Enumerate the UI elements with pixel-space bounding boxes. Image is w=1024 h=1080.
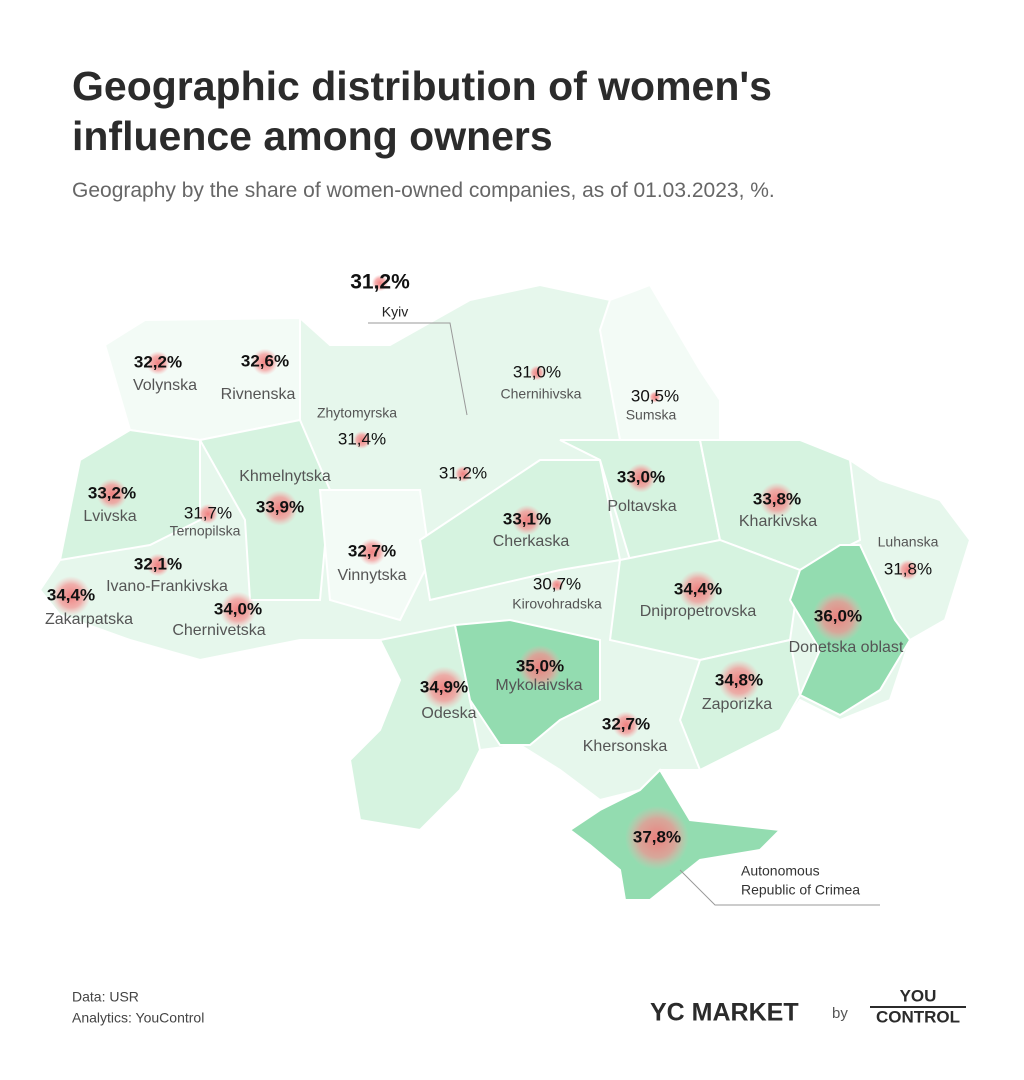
value-label: 32,1% (134, 554, 182, 573)
value-label: 33,0% (617, 467, 665, 486)
region-name: Volynska (133, 377, 197, 394)
value-label: 33,2% (88, 483, 136, 502)
region-name: Zhytomyrska (317, 405, 397, 421)
by-text: by (832, 1005, 848, 1022)
region-name: Republic of Crimea (741, 882, 860, 898)
value-marker (422, 666, 466, 710)
region-name: Rivnenska (221, 386, 296, 403)
source: Data: USR (72, 989, 139, 1005)
value-label: 36,0% (814, 606, 862, 625)
value-marker (649, 391, 661, 403)
value-marker (146, 351, 170, 375)
value-label: 34,0% (214, 599, 262, 618)
region-name: Ternopilska (170, 523, 241, 539)
value-label: 33,1% (503, 509, 551, 528)
region-name: Zaporizka (702, 696, 772, 713)
region-name: Kyiv (382, 304, 408, 320)
leader-line (679, 869, 880, 906)
region-name: Mykolaivska (495, 677, 582, 694)
region-name: Vinnytska (337, 567, 406, 584)
value-label: 37,8% (633, 827, 681, 846)
value-marker (511, 504, 543, 536)
value-marker (251, 348, 279, 376)
region-name: Poltavska (607, 498, 676, 515)
value-label: 32,7% (602, 714, 650, 733)
value-label: 34,8% (715, 670, 763, 689)
value-marker (678, 570, 718, 610)
region-name: Kirovohradska (512, 596, 602, 612)
region-name: Luhanska (878, 534, 939, 550)
value-label: 33,9% (256, 497, 304, 516)
value-label: 32,7% (348, 541, 396, 560)
value-marker (197, 503, 219, 525)
value-label: 31,8% (884, 559, 932, 578)
value-marker (612, 711, 640, 739)
region-name: Kharkivska (739, 513, 817, 530)
region-shape (598, 283, 721, 441)
value-marker (261, 489, 299, 527)
value-label: 34,4% (674, 579, 722, 598)
region-name: Lvivska (83, 508, 136, 525)
region-name: Chernihivska (501, 386, 582, 402)
value-label: 31,2% (439, 463, 487, 482)
region-labels: 31,2% Kyiv 32,2% Volynska 32,6% Rivnenska 31,4… (45, 271, 939, 898)
region-name: Khmelnytska (239, 468, 331, 485)
value-label: 31,0% (513, 362, 561, 381)
value-label: 31,4% (338, 429, 386, 448)
value-label: 34,9% (420, 677, 468, 696)
region-name: Odeska (421, 705, 476, 722)
value-marker (96, 478, 128, 510)
value-marker (352, 430, 372, 450)
value-marker (518, 645, 562, 689)
value-label: 32,6% (241, 351, 289, 370)
value-label: 34,4% (47, 585, 95, 604)
value-label: 30,5% (631, 386, 679, 405)
value-marker (371, 274, 389, 292)
region-name: Autonomous (741, 863, 820, 879)
value-marker (146, 553, 170, 577)
value-marker (717, 659, 761, 703)
value-marker (219, 591, 257, 629)
logo-line: CONTROL (876, 1007, 960, 1026)
region-name: Donetska oblast (789, 639, 904, 656)
value-marker (626, 463, 656, 493)
logo-line: YOU (900, 986, 937, 1005)
region-shape (678, 638, 802, 772)
value-label: 32,2% (134, 352, 182, 371)
region-name: Chernivetska (172, 622, 265, 639)
value-label: 31,2% (350, 271, 410, 294)
subtitle: Geography by the share of women-owned co… (72, 179, 775, 202)
value-marker (897, 559, 919, 581)
region-name: Cherkaska (493, 533, 570, 550)
region-name: Ivano-Frankivska (106, 578, 228, 595)
region-name: Sumska (626, 407, 677, 423)
brand: YC MARKET (650, 999, 799, 1027)
analytics: Analytics: YouControl (72, 1010, 204, 1026)
region-name: Khersonska (583, 738, 668, 755)
region-name: Dnipropetrovska (640, 603, 757, 620)
value-marker (624, 805, 690, 871)
value-marker (759, 482, 795, 518)
title-line: Geographic distribution of women's (72, 63, 772, 109)
value-marker (529, 365, 545, 381)
value-marker (550, 578, 564, 592)
leader-line (368, 322, 468, 416)
value-marker (358, 538, 386, 566)
value-label: 30,7% (533, 574, 581, 593)
title-line: influence among owners (72, 113, 553, 159)
value-label: 31,7% (184, 503, 232, 522)
value-marker (812, 591, 864, 643)
value-label: 35,0% (516, 656, 564, 675)
value-marker (454, 465, 472, 483)
value-label: 33,8% (753, 489, 801, 508)
region-name: Zakarpatska (45, 611, 133, 628)
value-marker (51, 576, 91, 616)
